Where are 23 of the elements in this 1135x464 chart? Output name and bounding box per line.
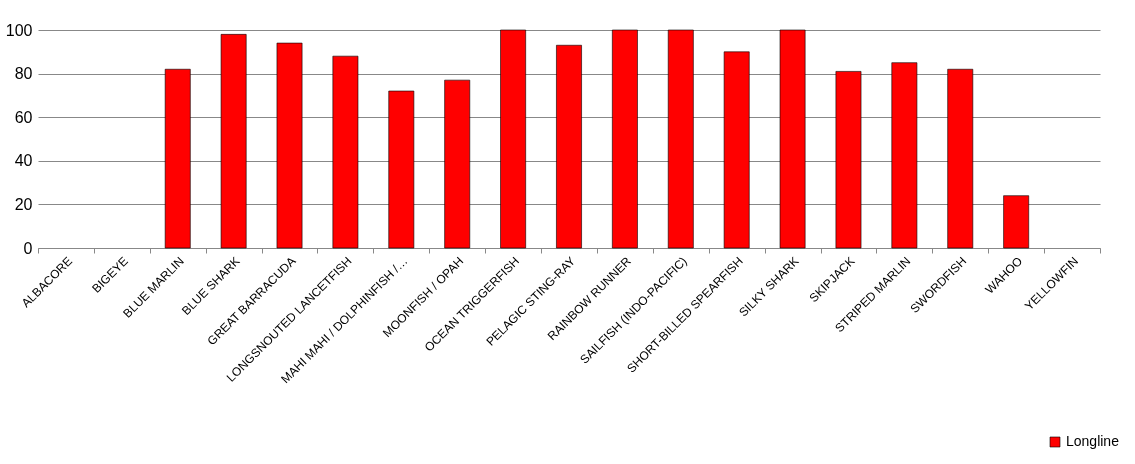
bar	[1003, 195, 1030, 249]
y-tick-label: 20	[14, 195, 33, 213]
bar	[444, 79, 471, 249]
bar	[556, 44, 582, 249]
bar	[612, 29, 638, 249]
bar	[947, 68, 974, 249]
y-tick-label: 80	[14, 65, 33, 83]
bar	[500, 29, 526, 249]
y-tick-label: 40	[14, 152, 33, 170]
bar	[835, 71, 862, 249]
bar	[891, 62, 918, 249]
bar	[220, 34, 247, 249]
y-tick-label: 100	[5, 21, 33, 39]
legend-label: Longline	[1066, 433, 1120, 449]
bar	[723, 51, 750, 249]
bar	[779, 29, 806, 249]
bar	[332, 55, 359, 249]
y-tick-label: 0	[23, 239, 33, 257]
bar	[388, 90, 415, 249]
bar	[164, 68, 191, 249]
y-tick-label: 60	[14, 108, 33, 126]
bar	[276, 42, 303, 249]
bar	[667, 29, 694, 249]
